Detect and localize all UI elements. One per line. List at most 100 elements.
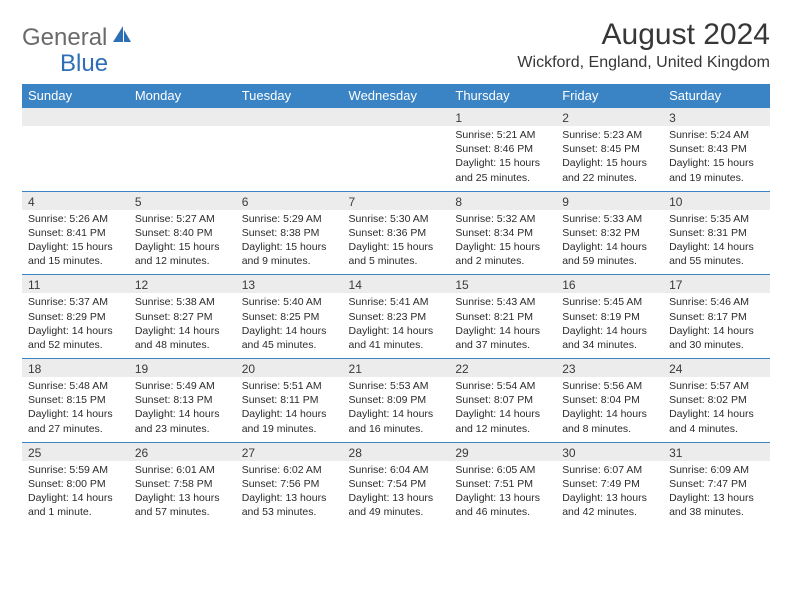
date-info-cell: Sunrise: 5:53 AMSunset: 8:09 PMDaylight:… (343, 377, 450, 442)
daylight-text: Daylight: 14 hours and 1 minute. (28, 491, 123, 519)
sunset-text: Sunset: 8:45 PM (562, 142, 657, 156)
daylight-text: Daylight: 13 hours and 57 minutes. (135, 491, 230, 519)
daylight-text: Daylight: 14 hours and 45 minutes. (242, 324, 337, 352)
weekday-header: Wednesday (343, 84, 450, 108)
sunrise-text: Sunrise: 5:37 AM (28, 295, 123, 309)
date-info-cell: Sunrise: 5:30 AMSunset: 8:36 PMDaylight:… (343, 210, 450, 275)
date-info-cell: Sunrise: 5:57 AMSunset: 8:02 PMDaylight:… (663, 377, 770, 442)
sunset-text: Sunset: 8:38 PM (242, 226, 337, 240)
daylight-text: Daylight: 14 hours and 4 minutes. (669, 407, 764, 435)
daylight-text: Daylight: 14 hours and 23 minutes. (135, 407, 230, 435)
sunrise-text: Sunrise: 5:53 AM (349, 379, 444, 393)
sunset-text: Sunset: 8:04 PM (562, 393, 657, 407)
date-number-cell: 30 (556, 442, 663, 461)
date-number-cell: 13 (236, 275, 343, 294)
sunset-text: Sunset: 8:09 PM (349, 393, 444, 407)
daylight-text: Daylight: 14 hours and 41 minutes. (349, 324, 444, 352)
date-info-cell: Sunrise: 5:35 AMSunset: 8:31 PMDaylight:… (663, 210, 770, 275)
sunrise-text: Sunrise: 5:35 AM (669, 212, 764, 226)
date-info-cell: Sunrise: 5:21 AMSunset: 8:46 PMDaylight:… (449, 126, 556, 191)
date-number-cell: 7 (343, 191, 450, 210)
sunrise-text: Sunrise: 5:40 AM (242, 295, 337, 309)
date-info-cell (22, 126, 129, 191)
date-number-cell: 25 (22, 442, 129, 461)
sunrise-text: Sunrise: 5:21 AM (455, 128, 550, 142)
date-info-cell: Sunrise: 5:41 AMSunset: 8:23 PMDaylight:… (343, 293, 450, 358)
date-number-cell: 27 (236, 442, 343, 461)
daylight-text: Daylight: 14 hours and 12 minutes. (455, 407, 550, 435)
sunrise-text: Sunrise: 6:07 AM (562, 463, 657, 477)
sunset-text: Sunset: 8:27 PM (135, 310, 230, 324)
daylight-text: Daylight: 13 hours and 53 minutes. (242, 491, 337, 519)
daylight-text: Daylight: 13 hours and 46 minutes. (455, 491, 550, 519)
date-info-cell: Sunrise: 5:59 AMSunset: 8:00 PMDaylight:… (22, 461, 129, 526)
date-number-row: 45678910 (22, 191, 770, 210)
daylight-text: Daylight: 13 hours and 38 minutes. (669, 491, 764, 519)
sunset-text: Sunset: 8:46 PM (455, 142, 550, 156)
daylight-text: Daylight: 15 hours and 12 minutes. (135, 240, 230, 268)
daylight-text: Daylight: 14 hours and 48 minutes. (135, 324, 230, 352)
sunrise-text: Sunrise: 6:09 AM (669, 463, 764, 477)
date-number-cell: 31 (663, 442, 770, 461)
date-number-cell: 17 (663, 275, 770, 294)
date-number-cell: 24 (663, 359, 770, 378)
date-number-cell: 3 (663, 108, 770, 127)
sunset-text: Sunset: 8:23 PM (349, 310, 444, 324)
weekday-header: Sunday (22, 84, 129, 108)
sunset-text: Sunset: 8:21 PM (455, 310, 550, 324)
weekday-header: Friday (556, 84, 663, 108)
logo-text-blue: Blue (60, 50, 108, 78)
sunset-text: Sunset: 7:49 PM (562, 477, 657, 491)
date-number-cell: 22 (449, 359, 556, 378)
date-info-cell: Sunrise: 5:33 AMSunset: 8:32 PMDaylight:… (556, 210, 663, 275)
daylight-text: Daylight: 15 hours and 19 minutes. (669, 156, 764, 184)
weekday-header: Thursday (449, 84, 556, 108)
sunrise-text: Sunrise: 5:43 AM (455, 295, 550, 309)
sunset-text: Sunset: 8:36 PM (349, 226, 444, 240)
date-number-cell: 29 (449, 442, 556, 461)
sunrise-text: Sunrise: 5:51 AM (242, 379, 337, 393)
sunset-text: Sunset: 8:34 PM (455, 226, 550, 240)
daylight-text: Daylight: 15 hours and 9 minutes. (242, 240, 337, 268)
date-number-cell: 11 (22, 275, 129, 294)
weekday-header-row: Sunday Monday Tuesday Wednesday Thursday… (22, 84, 770, 108)
sunrise-text: Sunrise: 5:48 AM (28, 379, 123, 393)
date-info-cell: Sunrise: 5:27 AMSunset: 8:40 PMDaylight:… (129, 210, 236, 275)
daylight-text: Daylight: 15 hours and 2 minutes. (455, 240, 550, 268)
date-info-cell: Sunrise: 6:02 AMSunset: 7:56 PMDaylight:… (236, 461, 343, 526)
date-info-cell: Sunrise: 6:05 AMSunset: 7:51 PMDaylight:… (449, 461, 556, 526)
date-number-row: 123 (22, 108, 770, 127)
daylight-text: Daylight: 14 hours and 30 minutes. (669, 324, 764, 352)
sunrise-text: Sunrise: 5:33 AM (562, 212, 657, 226)
sunset-text: Sunset: 8:29 PM (28, 310, 123, 324)
date-info-row: Sunrise: 5:48 AMSunset: 8:15 PMDaylight:… (22, 377, 770, 442)
date-info-cell: Sunrise: 6:07 AMSunset: 7:49 PMDaylight:… (556, 461, 663, 526)
date-number-row: 25262728293031 (22, 442, 770, 461)
sunset-text: Sunset: 8:31 PM (669, 226, 764, 240)
daylight-text: Daylight: 14 hours and 37 minutes. (455, 324, 550, 352)
title-block: August 2024 Wickford, England, United Ki… (517, 18, 770, 72)
date-number-cell: 5 (129, 191, 236, 210)
date-number-cell: 4 (22, 191, 129, 210)
date-info-cell: Sunrise: 5:38 AMSunset: 8:27 PMDaylight:… (129, 293, 236, 358)
date-number-row: 11121314151617 (22, 275, 770, 294)
weekday-header: Tuesday (236, 84, 343, 108)
sunset-text: Sunset: 8:41 PM (28, 226, 123, 240)
logo-sail-icon (111, 24, 133, 49)
date-info-cell: Sunrise: 5:45 AMSunset: 8:19 PMDaylight:… (556, 293, 663, 358)
sunset-text: Sunset: 8:02 PM (669, 393, 764, 407)
date-info-cell: Sunrise: 5:26 AMSunset: 8:41 PMDaylight:… (22, 210, 129, 275)
date-number-cell: 18 (22, 359, 129, 378)
sunset-text: Sunset: 8:07 PM (455, 393, 550, 407)
sunset-text: Sunset: 7:56 PM (242, 477, 337, 491)
sunrise-text: Sunrise: 5:26 AM (28, 212, 123, 226)
sunrise-text: Sunrise: 5:30 AM (349, 212, 444, 226)
sunset-text: Sunset: 8:13 PM (135, 393, 230, 407)
date-number-cell: 26 (129, 442, 236, 461)
date-info-cell (343, 126, 450, 191)
date-number-cell (22, 108, 129, 127)
sunset-text: Sunset: 8:25 PM (242, 310, 337, 324)
daylight-text: Daylight: 13 hours and 42 minutes. (562, 491, 657, 519)
date-number-cell: 16 (556, 275, 663, 294)
date-info-cell: Sunrise: 5:43 AMSunset: 8:21 PMDaylight:… (449, 293, 556, 358)
